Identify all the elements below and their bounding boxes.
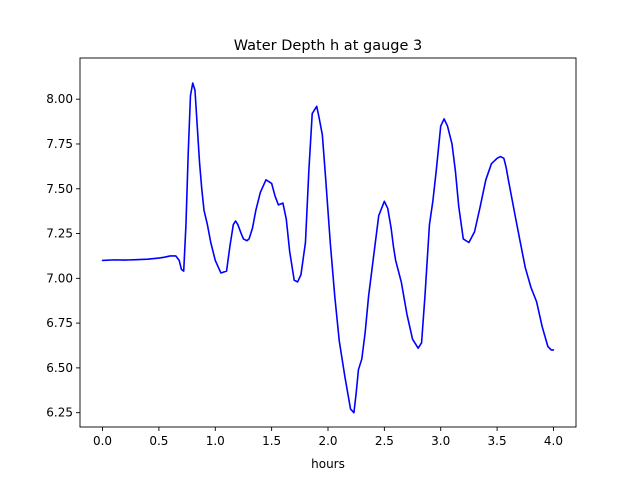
x-tick-label: 3.5 — [488, 434, 507, 448]
x-tick-label: 0.5 — [149, 434, 168, 448]
x-tick-label: 3.0 — [431, 434, 450, 448]
x-tick-label: 0.0 — [93, 434, 112, 448]
x-tick-label: 2.0 — [318, 434, 337, 448]
plot-frame — [79, 57, 577, 428]
y-tick-label: 6.50 — [46, 361, 73, 375]
y-tick-label: 8.00 — [46, 92, 73, 106]
x-tick-label: 1.0 — [206, 434, 225, 448]
y-tick-label: 7.50 — [46, 182, 73, 196]
series-line-0 — [101, 82, 555, 414]
x-tick-label: 4.0 — [544, 434, 563, 448]
y-tick-label: 7.25 — [46, 227, 73, 241]
y-tick-label: 7.00 — [46, 271, 73, 285]
x-axis-label: hours — [311, 457, 345, 471]
y-tick-label: 6.25 — [46, 406, 73, 420]
y-tick-label: 7.75 — [46, 137, 73, 151]
chart-title: Water Depth h at gauge 3 — [234, 38, 422, 54]
x-tick-label: 1.5 — [262, 434, 281, 448]
y-tick-label: 6.75 — [46, 316, 73, 330]
x-tick-label: 2.5 — [375, 434, 394, 448]
plot-area: 0.0 0.5 1.0 1.5 2.0 2.5 3.0 3.5 4.0 6.25 6.50 6.75 7… — [46, 57, 577, 448]
